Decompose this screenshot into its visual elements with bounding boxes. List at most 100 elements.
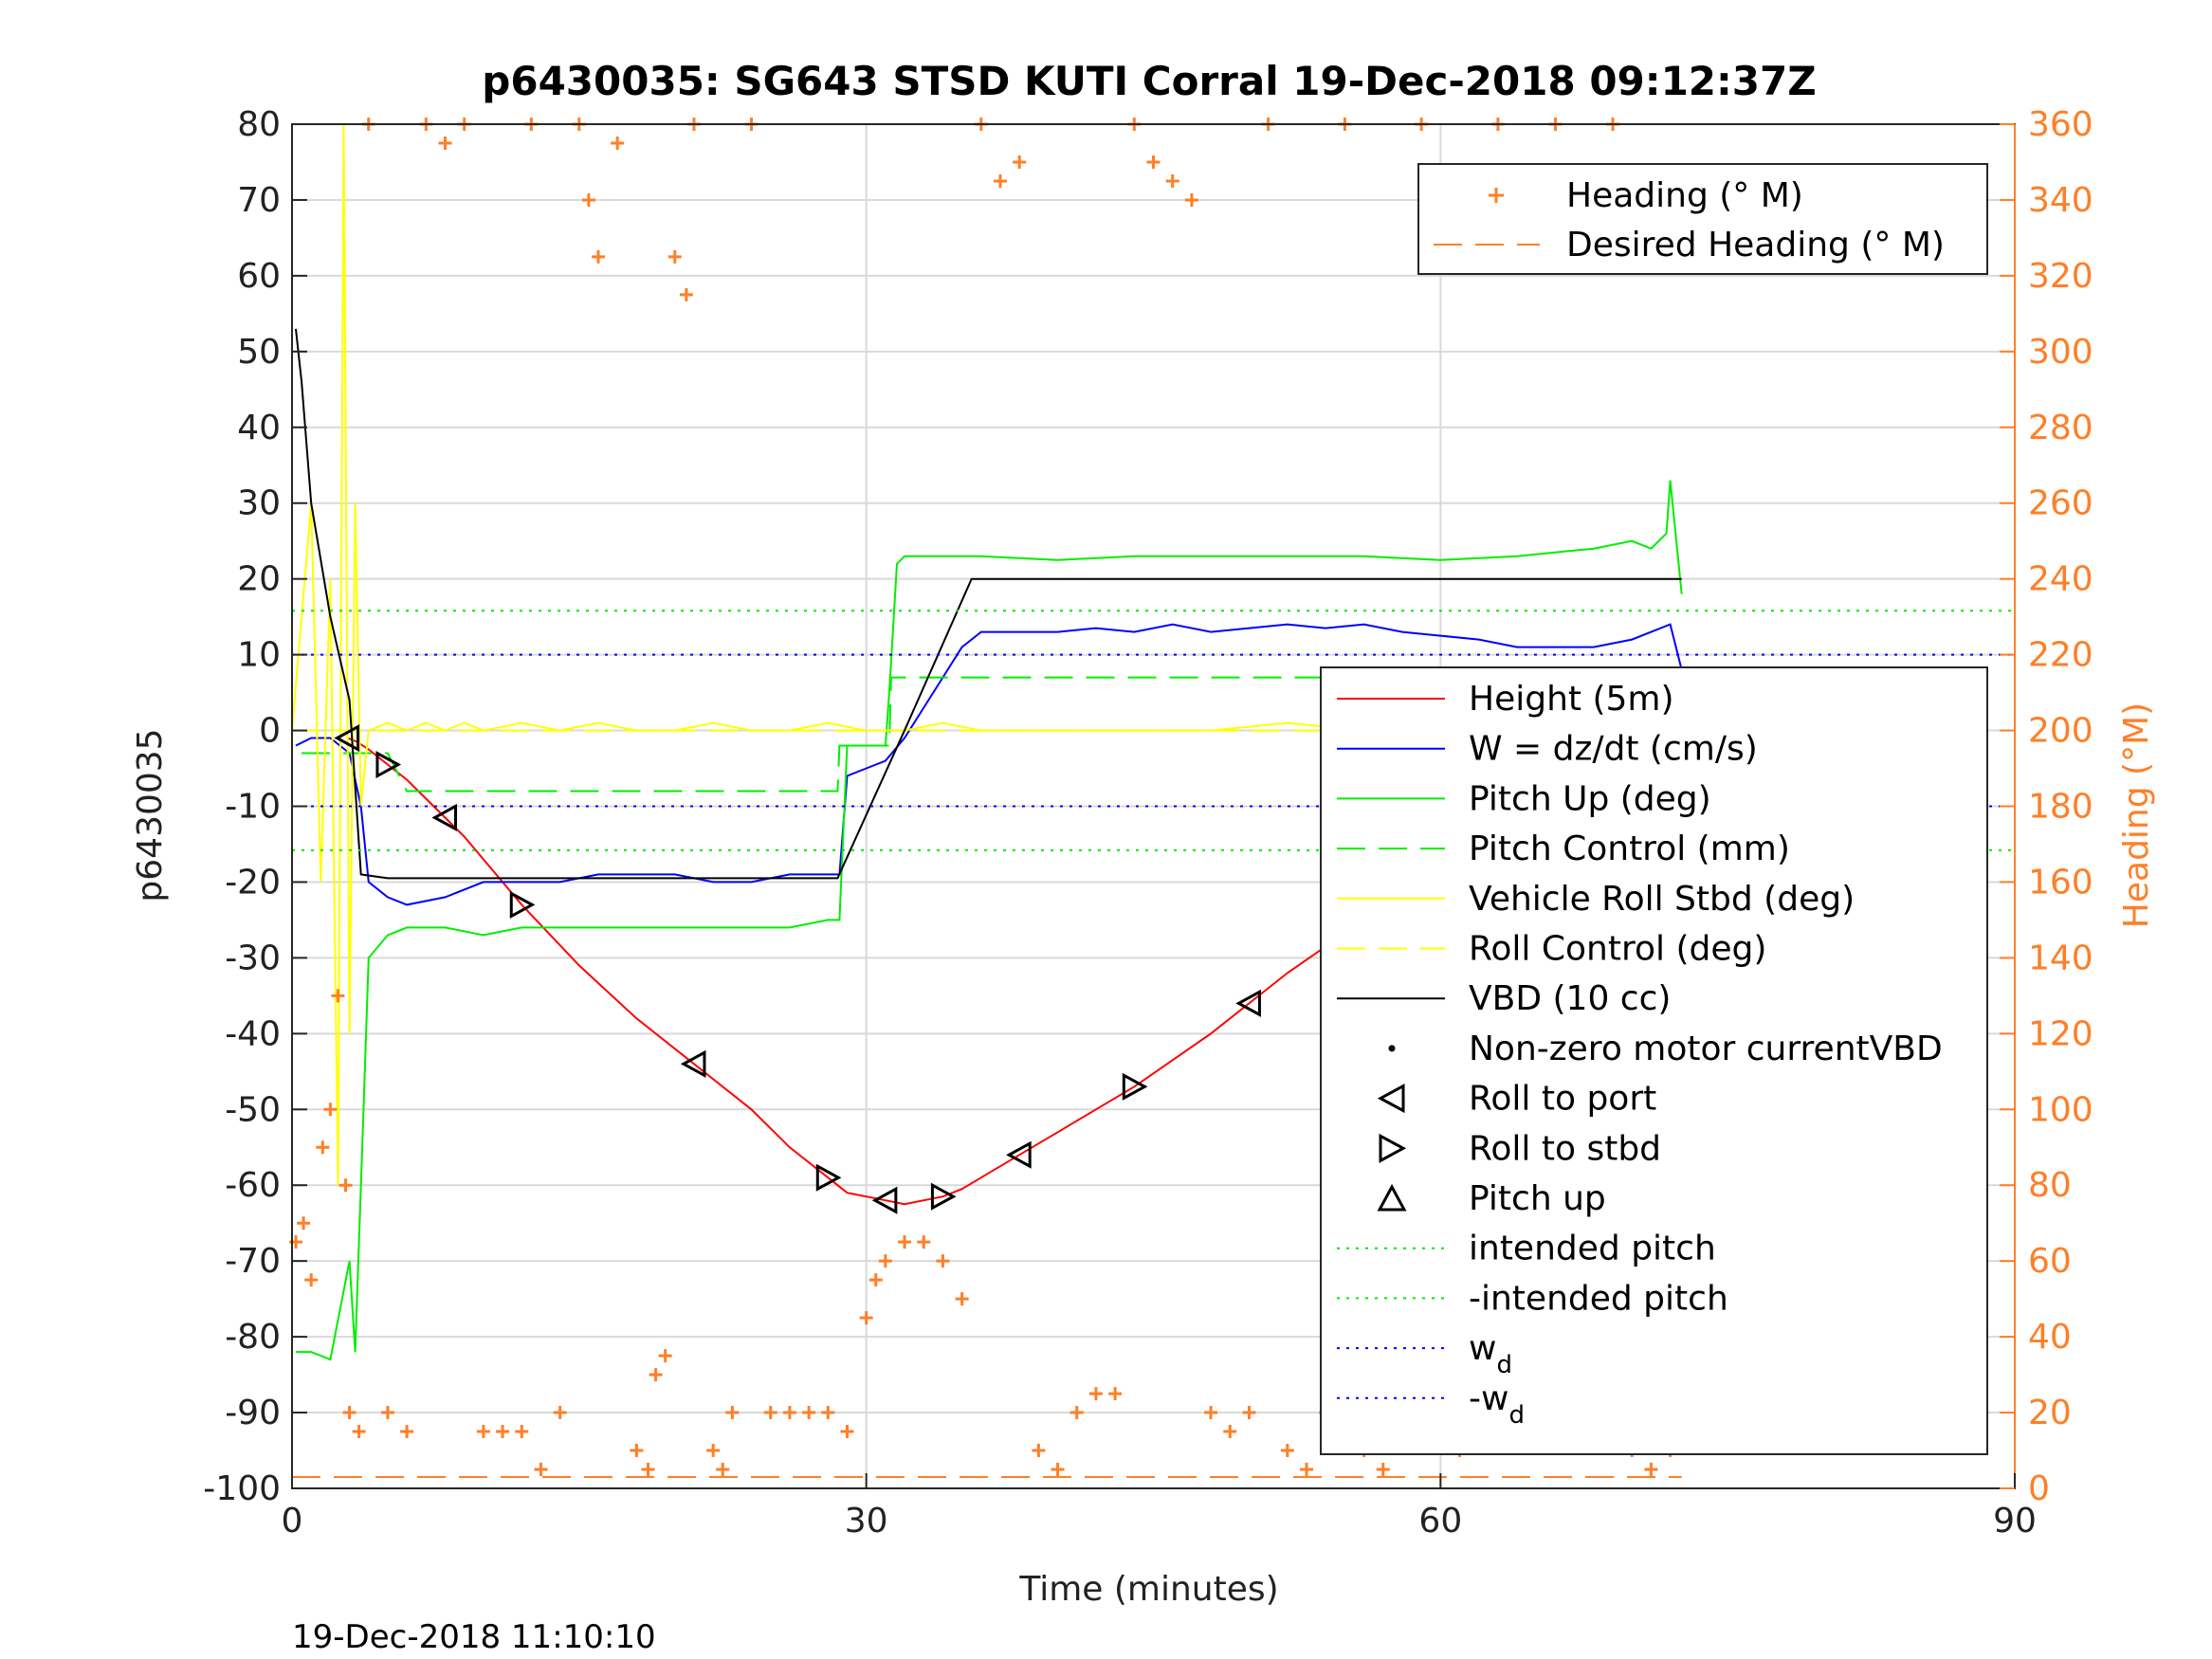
heading-point [878,1254,892,1268]
y2-tick-label: 20 [2028,1394,2072,1432]
legend-entry: Desired Heading (° M) [1566,226,1945,264]
heading-point [936,1254,950,1268]
y2-tick-label: 340 [2028,181,2093,220]
roll-to-stbd-marker [930,1182,957,1211]
heading-point [840,1425,854,1439]
y2-tick-label: 60 [2028,1242,2072,1281]
heading-point [304,1273,319,1287]
heading-point [868,1273,883,1287]
heading-point [297,1216,311,1231]
heading-point [1146,155,1161,169]
roll-to-port-marker [1006,1140,1032,1169]
heading-point [679,287,693,301]
y-tick-label: 50 [237,333,281,372]
y-tick-label: 10 [237,636,281,675]
heading-point [782,1406,796,1420]
y-tick-label: -60 [225,1166,281,1205]
legend-entry: Heading (° M) [1566,176,1803,215]
heading-point [630,1444,644,1458]
y2-tick-label: 180 [2028,788,2093,827]
heading-point [338,1178,353,1193]
heading-point [1644,1463,1658,1477]
heading-point [438,136,452,150]
y-tick-label: -30 [225,939,281,977]
legend-entry: Height (5m) [1469,680,1674,719]
heading-point [323,1103,338,1117]
y-tick-label: -10 [225,788,281,827]
x-axis-label: Time (minutes) [1018,1570,1278,1609]
legend-swatch-dot [1388,1045,1396,1052]
legend-heading: Heading (° M) Desired Heading (° M) [1417,163,1988,275]
y2-tick-label: 220 [2028,636,2093,675]
heading-point [1051,1463,1065,1477]
y2-axis-label: Heading (°M) [2117,702,2156,928]
heading-point [993,173,1007,188]
heading-point [1013,155,1027,169]
y2-tick-label: 120 [2028,1014,2093,1053]
heading-point [917,1235,931,1249]
heading-point [1204,1406,1218,1420]
y2-tick-label: 0 [2028,1469,2050,1508]
legend-entry: Pitch Up (deg) [1469,779,1711,818]
legend-entry: Pitch up [1469,1179,1606,1218]
series-pitch-up-deg [296,480,1683,1361]
heading-point [331,989,345,1003]
roll-to-port-marker [431,803,458,832]
heading-point [716,1463,730,1477]
y-tick-label: -90 [225,1394,281,1432]
y-axis-label: p6430035 [131,728,170,902]
series-vehicle-roll-stbd-deg [291,123,1671,1186]
y2-tick-label: 40 [2028,1318,2072,1357]
legend-entry: Pitch Control (mm) [1469,830,1790,868]
series-w-dz-dt-cm-s [295,623,1683,906]
heading-point [667,249,682,264]
heading-point [649,1368,663,1382]
heading-point [1300,1463,1314,1477]
heading-point [342,1406,356,1420]
roll-to-port-marker [1235,989,1261,1017]
roll-to-port-marker [871,1186,898,1214]
heading-point [763,1406,777,1420]
heading-point [581,192,595,207]
heading-point [1165,173,1179,188]
y-tick-label: -20 [225,863,281,902]
legend-entry: Vehicle Roll Stbd (deg) [1469,880,1855,919]
legend-swatch-marker [1379,1133,1407,1163]
heading-point [859,1311,873,1325]
heading-point [898,1235,912,1249]
heading-point [1088,1387,1103,1401]
y2-tick-label: 300 [2028,333,2093,372]
y-tick-label: 30 [237,484,281,523]
roll-to-port-marker [334,724,360,753]
legend-subscript: d [1508,1401,1525,1430]
legend-entry: W = dz/dt (cm/s) [1469,730,1758,769]
heading-point [611,136,625,150]
heading-point [1032,1444,1046,1458]
legend-entry: Roll to stbd [1469,1129,1661,1168]
y2-tick-label: 160 [2028,863,2093,902]
y-tick-label: -80 [225,1318,281,1357]
y-tick-label: 0 [259,712,281,751]
heading-point [534,1463,548,1477]
heading-point [592,249,606,264]
y2-tick-label: 200 [2028,712,2093,751]
legend-subscript: d [1496,1351,1512,1379]
legend-entry: Roll to port [1469,1080,1656,1119]
roll-to-stbd-marker [1122,1072,1148,1101]
legend-entry: VBD (10 cc) [1469,979,1671,1018]
legend-entry: intended pitch [1469,1230,1716,1268]
heading-point [352,1425,366,1439]
x-tick-label: 60 [1418,1502,1462,1540]
heading-point [476,1425,490,1439]
heading-point [658,1349,672,1363]
y2-tick-label: 240 [2028,560,2093,599]
y2-tick-label: 140 [2028,939,2093,977]
heading-point [496,1425,510,1439]
y2-tick-label: 80 [2028,1166,2072,1205]
heading-point [515,1425,529,1439]
y-tick-label: -100 [203,1469,281,1508]
heading-point [380,1406,394,1420]
roll-to-stbd-marker [815,1163,842,1192]
y2-tick-label: 260 [2028,484,2093,523]
